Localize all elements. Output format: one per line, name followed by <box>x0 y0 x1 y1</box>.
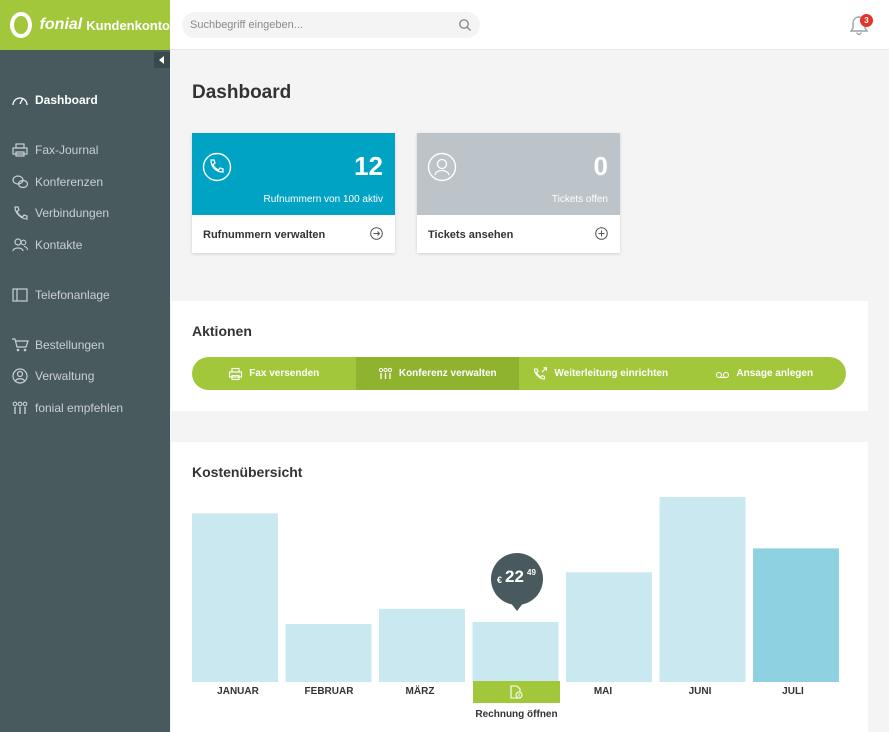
sidebar-item-kontakte[interactable]: Kontakte <box>0 231 170 259</box>
logo-brand: fonial <box>39 16 83 33</box>
sidebar-item-bestellungen[interactable]: Bestellungen <box>0 331 170 359</box>
actions-title: Aktionen <box>192 323 252 339</box>
voicemail-icon <box>716 371 730 378</box>
actions-panel: Aktionen <box>171 301 868 411</box>
page-title: Dashboard <box>192 82 292 103</box>
sidebar-item-fax-journal[interactable]: Fax-Journal <box>0 136 170 164</box>
search-icon[interactable] <box>458 18 472 32</box>
sidebar-item-telefonanlage[interactable]: Telefonanlage <box>0 281 170 309</box>
user-circle-icon <box>427 152 457 182</box>
phone-icon <box>14 206 28 220</box>
arrow-circle-icon[interactable] <box>370 227 383 240</box>
kpi-header: 12 Rufnummern von 100 aktiv <box>192 133 395 215</box>
logo-ring-icon <box>10 12 32 38</box>
conference-manage-button[interactable]: Konferenz verwalten <box>355 357 519 390</box>
invoice-open-label[interactable]: Rechnung öffnen <box>475 709 558 720</box>
chat-bubbles-icon <box>12 175 29 189</box>
sidebar-item-label: Konferenzen <box>35 175 104 189</box>
invoice-open-button[interactable] <box>473 681 560 703</box>
sidebar-item-empfehlen[interactable]: fonial empfehlen <box>0 394 170 422</box>
sidebar-item-dashboard[interactable]: Dashboard <box>0 86 170 114</box>
gauge-icon <box>12 97 28 106</box>
bar-label-maerz: MÄRZ <box>405 686 435 697</box>
kpi-footer-link[interactable]: Tickets ansehen <box>428 229 514 241</box>
logo-product: Kundenkonto <box>86 17 170 33</box>
bar-label-juli: JULI <box>782 686 804 697</box>
action-label: Weiterleitung einrichten <box>554 368 669 379</box>
tooltip-amount: 22 <box>505 567 524 586</box>
phone-forward-icon <box>534 366 548 380</box>
sidebar-item-konferenzen[interactable]: Konferenzen <box>0 168 170 196</box>
bar-label-juni: JUNI <box>688 686 712 697</box>
sidebar-collapse-button[interactable] <box>154 52 170 68</box>
plus-circle-icon[interactable] <box>595 227 608 240</box>
tooltip-currency: € <box>497 575 503 585</box>
kpi-caption: Rufnummern von 100 aktiv <box>263 194 383 205</box>
people-icon <box>378 367 392 379</box>
bar-label-februar: FEBRUAR <box>304 686 354 697</box>
action-label: Ansage anlegen <box>736 368 814 379</box>
top-header: fonial Kundenkonto 3 <box>0 0 889 50</box>
costs-title: Kostenübersicht <box>192 464 303 480</box>
sidebar-item-label: Verbindungen <box>35 206 110 220</box>
kpi-footer-link[interactable]: Rufnummern verwalten <box>203 229 326 241</box>
contacts-icon <box>12 238 29 252</box>
search-box <box>182 12 480 38</box>
kpi-caption: Tickets offen <box>551 194 608 205</box>
kpi-card-tickets: 0 Tickets offen Tickets ansehen <box>417 133 620 253</box>
sidebar-item-label: Kontakte <box>35 238 83 252</box>
actions-bar: Fax versenden Konferenz verwalten Weiter… <box>192 357 846 390</box>
people-icon <box>12 401 28 414</box>
action-label: Fax versenden <box>249 368 320 379</box>
pbx-icon <box>12 288 28 302</box>
notification-badge: 3 <box>860 14 873 27</box>
sidebar-item-label: Verwaltung <box>35 369 95 383</box>
search-input[interactable] <box>182 12 480 38</box>
sidebar-item-label: Dashboard <box>35 93 98 107</box>
printer-icon <box>12 143 28 157</box>
action-label: Konferenz verwalten <box>398 368 497 379</box>
fax-send-button[interactable]: Fax versenden <box>192 357 356 390</box>
sidebar-item-label: Telefonanlage <box>35 288 110 302</box>
announcement-create-button[interactable]: Ansage anlegen <box>682 357 846 390</box>
phone-circle-icon <box>202 152 232 182</box>
tooltip-decimals: 49 <box>527 568 536 577</box>
sidebar-item-verwaltung[interactable]: Verwaltung <box>0 362 170 390</box>
sidebar-item-label: fonial empfehlen <box>35 401 124 415</box>
sidebar-item-label: Fax-Journal <box>35 143 99 157</box>
kpi-card-rufnummern: 12 Rufnummern von 100 aktiv Rufnummern v… <box>192 133 395 253</box>
logo[interactable]: fonial Kundenkonto <box>0 0 170 50</box>
sidebar <box>0 50 170 732</box>
cost-tooltip: € 22 49 <box>491 553 543 611</box>
sidebar-item-verbindungen[interactable]: Verbindungen <box>0 199 170 227</box>
kpi-header: 0 Tickets offen <box>417 133 620 215</box>
forwarding-setup-button[interactable]: Weiterleitung einrichten <box>519 357 683 390</box>
invoice-document-icon <box>510 685 523 699</box>
sidebar-item-label: Bestellungen <box>35 338 105 352</box>
kpi-value: 12 <box>354 151 383 181</box>
printer-icon <box>229 367 243 380</box>
bar-label-januar: JANUAR <box>217 686 259 697</box>
cart-icon <box>12 338 29 352</box>
kpi-value: 0 <box>593 151 608 181</box>
bar-label-mai: MAI <box>593 686 613 697</box>
user-circle-icon <box>12 368 28 384</box>
